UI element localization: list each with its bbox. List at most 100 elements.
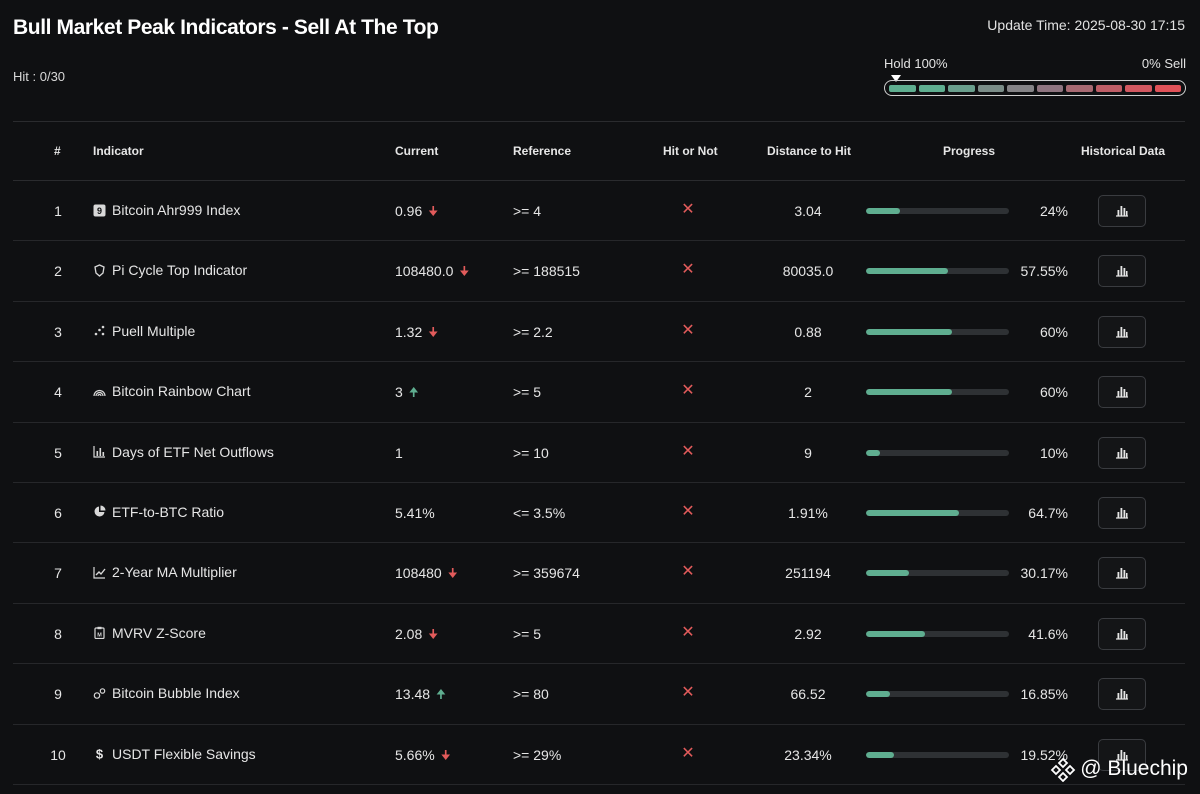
bar-chart-icon — [1115, 447, 1129, 459]
distance-value: 1.91% — [788, 504, 828, 521]
progress-bar — [866, 630, 1009, 637]
arrow-down-icon: 🠋 — [428, 324, 439, 339]
bar-chart-icon — [1115, 205, 1129, 217]
indicator-cell[interactable]: $ USDT Flexible Savings — [93, 746, 256, 762]
historical-data-button[interactable] — [1098, 678, 1146, 711]
pie-chart-icon — [93, 505, 106, 518]
indicator-cell[interactable]: Days of ETF Net Outflows — [93, 444, 274, 460]
current-cell: 108480 🠋 — [395, 565, 458, 581]
arrow-up-icon: 🠉 — [436, 687, 446, 702]
line-chart-icon — [93, 566, 106, 579]
table-row: 5 Days of ETF Net Outflows 1 >= 10 ✕ 9 1… — [13, 423, 1185, 483]
dollar-icon: $ — [93, 747, 106, 760]
table-row: 4 Bitcoin Rainbow Chart 3 🠉 >= 5 ✕ 2 60% — [13, 362, 1185, 423]
current-value: 13.48 — [395, 686, 431, 703]
indicator-cell[interactable]: 2-Year MA Multiplier — [93, 564, 237, 580]
meter-segment — [1125, 84, 1152, 92]
current-value: 2.08 — [395, 625, 423, 642]
current-value: 1 — [395, 444, 403, 461]
watermark-text: @ Bluechip — [1080, 757, 1188, 780]
distance-value: 9 — [804, 444, 812, 461]
table-row: 1 9 Bitcoin Ahr999 Index 0.96 🠋 >= 4 ✕ 3.… — [13, 181, 1185, 242]
bar-chart-icon — [1115, 265, 1129, 277]
row-number: 1 — [54, 203, 62, 219]
historical-data-button[interactable] — [1098, 738, 1146, 771]
arrow-down-icon: 🠋 — [440, 747, 451, 762]
historical-data-button[interactable] — [1098, 557, 1146, 590]
indicator-cell[interactable]: ETF-to-BTC Ratio — [93, 504, 224, 520]
progress-percent: 10% — [1039, 444, 1068, 461]
meter-segment — [1154, 84, 1181, 92]
row-number: 7 — [54, 565, 62, 582]
meter-segment — [889, 84, 916, 92]
bar-chart-icon — [93, 445, 106, 458]
indicator-cell[interactable]: M MVRV Z-Score — [93, 625, 206, 641]
progress-fill — [866, 751, 894, 758]
arrow-down-icon: 🠋 — [447, 566, 458, 581]
col-num: # — [54, 144, 61, 158]
progress-percent: 16.85% — [1020, 686, 1068, 703]
col-reference: Reference — [513, 144, 572, 158]
col-current: Current — [395, 144, 439, 158]
historical-data-button[interactable] — [1098, 496, 1146, 529]
not-hit-icon: ✕ — [681, 201, 695, 218]
progress-percent: 30.17% — [1020, 565, 1068, 582]
progress-fill — [866, 509, 959, 516]
svg-text:M: M — [97, 633, 102, 639]
historical-data-button[interactable] — [1098, 255, 1146, 288]
current-cell: 0.96 🠋 — [395, 203, 438, 219]
hit-count: Hit : 0/30 — [13, 69, 66, 84]
current-cell: 2.08 🠋 — [395, 626, 438, 642]
arrow-up-icon: 🠉 — [408, 385, 419, 400]
progress-fill — [866, 268, 949, 275]
indicator-name: USDT Flexible Savings — [112, 745, 256, 762]
progress-percent: 60% — [1039, 384, 1068, 401]
update-time: Update Time: 2025-08-30 17:15 — [987, 17, 1185, 33]
table-row: 6 ETF-to-BTC Ratio 5.41% <= 3.5% ✕ 1.91%… — [13, 483, 1185, 544]
not-hit-icon: ✕ — [681, 382, 695, 400]
indicators-table: # Indicator Current Reference Hit or Not… — [13, 121, 1185, 785]
current-value: 1.32 — [395, 323, 423, 340]
current-cell: 3 🠉 — [395, 384, 419, 400]
distance-value: 66.52 — [790, 686, 826, 703]
col-history: Historical Data — [1081, 144, 1166, 158]
meter-segment — [1007, 84, 1034, 92]
current-value: 3 — [395, 384, 403, 401]
historical-data-button[interactable] — [1098, 617, 1146, 650]
meter-pointer-icon — [891, 75, 901, 82]
col-indicator: Indicator — [93, 144, 144, 158]
distance-value: 2 — [804, 384, 812, 401]
reference-value: >= 359674 — [513, 565, 580, 582]
progress-fill — [866, 328, 952, 335]
table-body: 1 9 Bitcoin Ahr999 Index 0.96 🠋 >= 4 ✕ 3.… — [13, 181, 1185, 785]
indicator-cell[interactable]: Bitcoin Bubble Index — [93, 685, 240, 701]
progress-percent: 60% — [1039, 323, 1068, 340]
reference-value: >= 2.2 — [513, 323, 553, 340]
indicator-cell[interactable]: Puell Multiple — [93, 323, 195, 339]
current-cell: 5.66% 🠋 — [395, 747, 451, 763]
reference-value: >= 80 — [513, 686, 549, 703]
meter-sell-label: 0% Sell — [1141, 56, 1186, 71]
meter-hold-label: Hold 100% — [884, 56, 948, 71]
progress-bar — [866, 691, 1009, 698]
historical-data-button[interactable] — [1098, 376, 1146, 409]
bubble-icon — [93, 687, 106, 700]
historical-data-button[interactable] — [1098, 315, 1146, 348]
table-row: 3 Puell Multiple 1.32 🠋 >= 2.2 ✕ 0.88 60% — [13, 302, 1185, 363]
current-cell: 13.48 🠉 — [395, 686, 446, 702]
progress-fill — [866, 630, 926, 637]
table-header: # Indicator Current Reference Hit or Not… — [13, 121, 1185, 181]
col-distance: Distance to Hit — [767, 144, 852, 158]
progress-bar — [866, 509, 1009, 516]
indicator-cell[interactable]: 9 Bitcoin Ahr999 Index — [93, 202, 240, 218]
bar-chart-icon — [1115, 628, 1129, 640]
historical-data-button[interactable] — [1098, 195, 1146, 227]
indicator-name: Days of ETF Net Outflows — [112, 443, 274, 460]
row-number: 9 — [54, 686, 62, 703]
progress-bar — [866, 751, 1009, 758]
indicator-cell[interactable]: Bitcoin Rainbow Chart — [93, 383, 251, 399]
indicator-cell[interactable]: Pi Cycle Top Indicator — [93, 262, 247, 278]
historical-data-button[interactable] — [1098, 436, 1146, 469]
current-cell: 108480.0 🠋 — [395, 263, 469, 279]
table-row: 2 Pi Cycle Top Indicator 108480.0 🠋 >= 18… — [13, 241, 1185, 302]
